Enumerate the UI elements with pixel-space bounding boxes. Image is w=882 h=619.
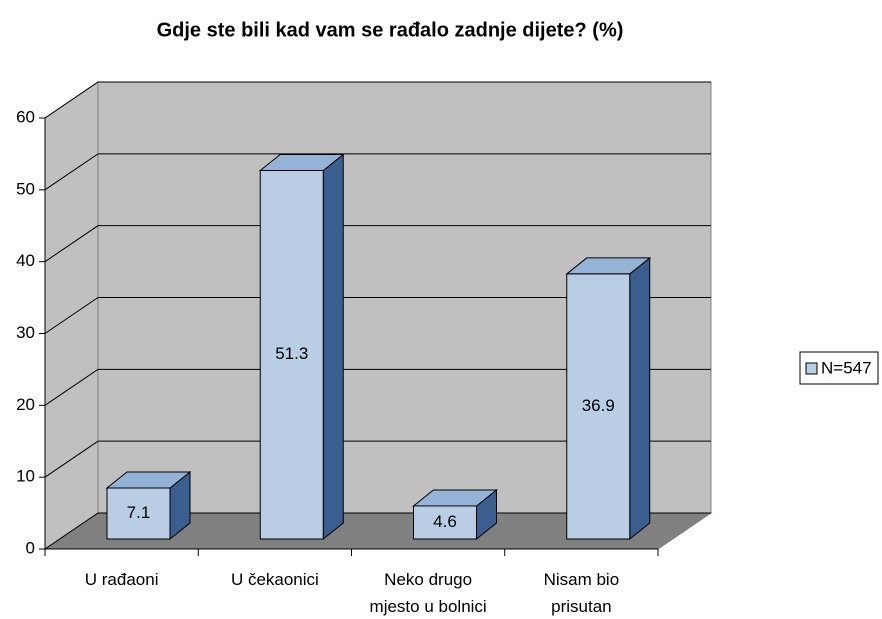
y-tick-label: 60	[16, 107, 35, 126]
bar-side	[629, 256, 651, 541]
y-tick-label: 20	[16, 395, 35, 414]
y-tick-label: 10	[16, 467, 35, 486]
x-tick-label: U rađaoni	[84, 570, 159, 589]
legend-swatch	[805, 362, 818, 375]
y-tick-label: 40	[16, 251, 35, 270]
grid-line	[44, 440, 711, 478]
bar-side	[322, 153, 344, 541]
x-tick-label: Nisam bio prisutan	[543, 570, 620, 616]
y-tick-label: 30	[16, 323, 35, 342]
grid-line	[44, 368, 711, 406]
x-tick-label: Neko drugo mjesto u bolnici	[369, 570, 487, 616]
grid-line	[44, 153, 711, 191]
y-tick-label: 50	[16, 179, 35, 198]
bar	[413, 505, 477, 540]
data-label: 36.9	[582, 396, 615, 415]
legend-label: N=547	[821, 358, 872, 377]
x-tick-label: U čekaonici	[230, 570, 319, 589]
bar	[259, 169, 324, 540]
chart-title: Gdje ste bili kad vam se rađalo zadnje d…	[157, 19, 624, 41]
data-label: 4.6	[433, 512, 457, 531]
data-label: 51.3	[275, 344, 308, 363]
grid-line	[44, 297, 711, 334]
y-tick-label: 0	[26, 538, 35, 557]
grid-line	[44, 225, 711, 263]
data-label: 7.1	[127, 503, 151, 522]
bar	[566, 273, 631, 540]
bar	[106, 487, 171, 540]
grid-line	[44, 81, 711, 119]
grid-line	[44, 512, 711, 550]
